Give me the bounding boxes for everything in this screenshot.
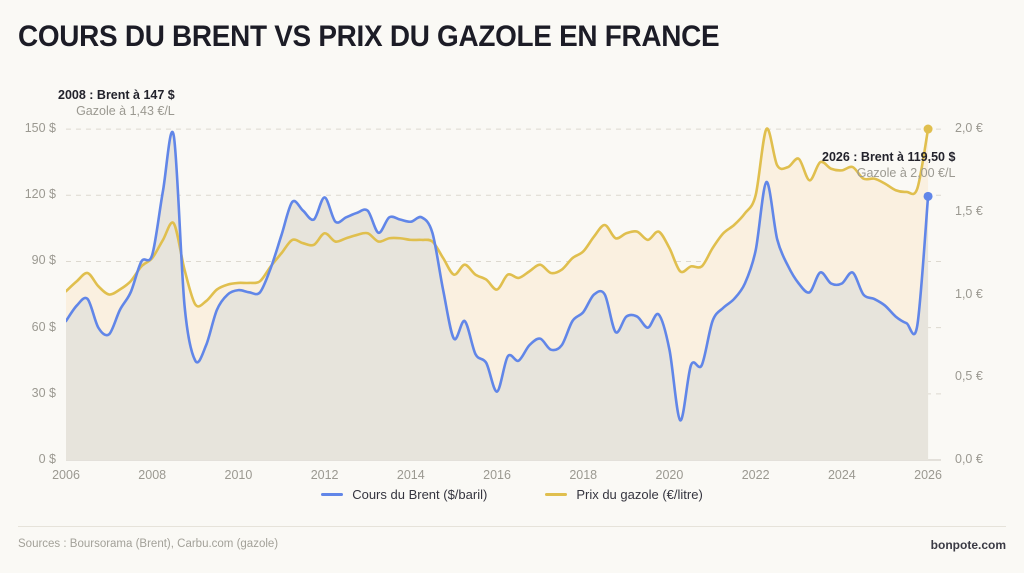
sources-text: Sources : Boursorama (Brent), Carbu.com … (18, 538, 279, 550)
x-axis-tick: 2016 (483, 468, 511, 482)
y-axis-left-tick: 90 $ (31, 253, 56, 268)
end-markers (923, 124, 933, 201)
x-axis-tick: 2018 (569, 468, 598, 482)
y-axis-left-tick: 120 $ (24, 187, 56, 202)
annotation-2026-title: 2026 : Brent à 119,50 $ (822, 150, 956, 164)
brent-end-dot (923, 191, 933, 201)
y-axis-right-tick: 1,0 € (955, 286, 983, 301)
chart-svg (66, 124, 941, 461)
x-axis-tick: 2012 (310, 468, 339, 482)
x-axis-tick: 2022 (741, 468, 770, 482)
y-axis-right-tick: 2,0 € (955, 121, 983, 135)
x-axis-tick: 2010 (224, 468, 253, 482)
y-axis-right-tick: 0,5 € (955, 369, 983, 384)
x-axis-tick: 2024 (827, 468, 856, 482)
series-lines (66, 127, 930, 422)
gazole-line (66, 127, 930, 308)
y-axis-left-tick: 60 $ (31, 319, 56, 334)
y-axis-right-tick: 1,5 € (955, 203, 983, 218)
series-fills (66, 128, 929, 460)
y-axis-left-tick: 0 $ (38, 452, 56, 466)
legend-swatch-brent (321, 492, 344, 497)
x-axis-tick: 2026 (914, 468, 942, 482)
annotation-2026-subtitle: Gazole à 2,00 €/L (856, 166, 956, 180)
legend-item-gazole[interactable]: Prix du gazole (€/litre) (545, 487, 703, 502)
annotation-2008: 2008 : Brent à 147 $ Gazole à 1,43 €/L (58, 88, 175, 118)
chart-legend: Cours du Brent ($/baril) Prix du gazole … (0, 487, 1024, 502)
x-axis-tick: 2008 (138, 468, 167, 482)
annotation-2008-subtitle: Gazole à 1,43 €/L (76, 104, 175, 118)
page-title: COURS DU BRENT VS PRIX DU GAZOLE EN FRAN… (18, 20, 720, 53)
annotation-2008-title: 2008 : Brent à 147 $ (58, 88, 175, 102)
gazole-end-dot (923, 124, 933, 134)
legend-label-brent: Cours du Brent ($/baril) (352, 487, 488, 502)
legend-label-gazole: Prix du gazole (€/litre) (576, 487, 703, 502)
x-axis-tick: 2020 (655, 468, 684, 482)
brent-line (66, 130, 930, 422)
y-axis-left-tick: 150 $ (24, 121, 56, 136)
footer-divider (18, 526, 1006, 527)
y-axis-left-tick: 30 $ (31, 385, 56, 400)
x-axis-tick: 2014 (396, 468, 425, 482)
x-axis-tick: 2006 (52, 468, 80, 482)
brent-area (66, 132, 929, 460)
brand-label: bonpote.com (930, 538, 1006, 552)
chart-plot-area (0, 62, 1024, 482)
legend-swatch-gazole (545, 492, 568, 497)
legend-item-brent[interactable]: Cours du Brent ($/baril) (321, 487, 487, 502)
annotation-2026: 2026 : Brent à 119,50 $ Gazole à 2,00 €/… (822, 150, 955, 180)
y-axis-right-tick: 0,0 € (955, 452, 983, 466)
